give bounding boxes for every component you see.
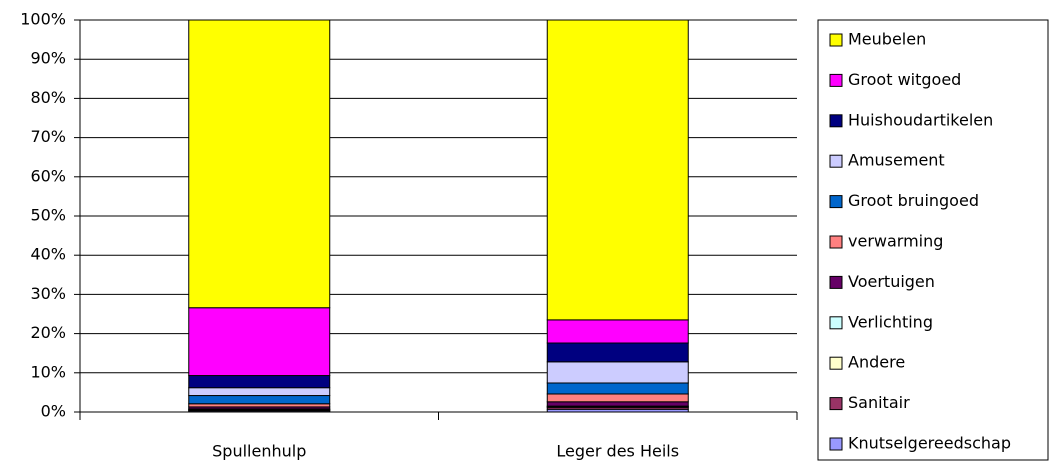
legend-swatch <box>829 235 843 249</box>
legend-swatch <box>829 356 843 370</box>
legend-label: Verlichting <box>848 312 933 331</box>
legend-label: verwarming <box>848 232 943 251</box>
legend-swatch <box>829 437 843 451</box>
y-tick-label: 20% <box>30 323 66 342</box>
bar-segment <box>546 401 689 407</box>
legend-label: Amusement <box>848 151 945 170</box>
y-tick-label: 0% <box>41 402 66 421</box>
legend-label: Andere <box>848 353 905 372</box>
bar-segment <box>546 382 689 395</box>
legend-label: Groot witgoed <box>848 70 961 89</box>
bar-segment <box>546 19 689 321</box>
bar-segment <box>188 387 331 397</box>
y-tick-label: 70% <box>30 127 66 146</box>
legend-swatch <box>829 275 843 289</box>
x-tick-label: Leger des Heils <box>556 442 679 461</box>
y-tick-label: 40% <box>30 245 66 264</box>
legend-swatch <box>829 73 843 87</box>
legend-swatch <box>829 397 843 411</box>
bar-segment <box>546 393 689 403</box>
legend-swatch <box>829 33 843 47</box>
legend-swatch <box>829 114 843 128</box>
legend-label: Knutselgereedschap <box>848 434 1011 453</box>
bar-segment <box>546 361 689 384</box>
bar-segment <box>188 307 331 377</box>
legend-swatch <box>829 195 843 209</box>
bar-segment <box>188 395 331 405</box>
bar-segment <box>188 19 331 309</box>
y-tick-label: 30% <box>30 284 66 303</box>
y-tick-label: 10% <box>30 362 66 381</box>
legend-label: Huishoudartikelen <box>848 110 993 129</box>
y-tick-label: 80% <box>30 88 66 107</box>
y-tick-label: 90% <box>30 49 66 68</box>
legend-box <box>817 19 1049 461</box>
bar-segment <box>188 375 331 389</box>
bar-segment <box>546 342 689 363</box>
legend-label: Meubelen <box>848 30 926 49</box>
legend-label: Voertuigen <box>848 272 935 291</box>
legend-swatch <box>829 316 843 330</box>
y-tick-label: 50% <box>30 206 66 225</box>
y-tick-label: 100% <box>20 10 66 29</box>
y-tick-label: 60% <box>30 166 66 185</box>
bar-segment <box>546 319 689 344</box>
legend-label: Groot bruingoed <box>848 191 979 210</box>
legend-label: Sanitair <box>848 393 910 412</box>
legend-swatch <box>829 154 843 168</box>
x-tick-label: Spullenhulp <box>212 442 306 461</box>
